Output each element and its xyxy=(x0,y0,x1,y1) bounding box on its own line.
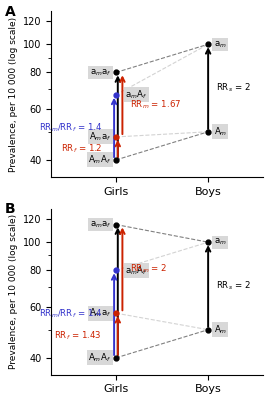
Text: B: B xyxy=(5,202,15,216)
Y-axis label: Prevalence, per 10 000 (log scale): Prevalence, per 10 000 (log scale) xyxy=(9,16,18,172)
Text: RR$_s$ = 2: RR$_s$ = 2 xyxy=(215,82,250,94)
Text: RR$_m$ = 1.67: RR$_m$ = 1.67 xyxy=(130,98,181,111)
Text: A: A xyxy=(5,4,16,18)
Text: a$_m$: a$_m$ xyxy=(214,39,226,50)
Text: A$_m$: A$_m$ xyxy=(214,324,227,336)
Text: A$_m$A$_f$: A$_m$A$_f$ xyxy=(88,352,111,364)
Text: A$_m$a$_f$: A$_m$a$_f$ xyxy=(89,307,111,320)
Text: a$_m$A$_f$: a$_m$A$_f$ xyxy=(125,88,147,101)
Text: RR$_m$/RR$_f$ = 1.4: RR$_m$/RR$_f$ = 1.4 xyxy=(39,121,102,134)
Text: RR$_m$ = 2: RR$_m$ = 2 xyxy=(130,263,167,275)
Text: A$_m$a$_f$: A$_m$a$_f$ xyxy=(89,131,111,143)
Text: A$_m$A$_f$: A$_m$A$_f$ xyxy=(88,154,111,166)
Text: RR$_f$ = 1.2: RR$_f$ = 1.2 xyxy=(61,142,102,155)
Text: RR$_m$/RR$_f$ = 1.4: RR$_m$/RR$_f$ = 1.4 xyxy=(39,308,102,320)
Text: RR$_s$ = 2: RR$_s$ = 2 xyxy=(215,280,250,292)
Text: a$_m$A$_f$: a$_m$A$_f$ xyxy=(125,264,147,277)
Text: RR$_f$ = 1.43: RR$_f$ = 1.43 xyxy=(55,329,102,342)
Text: a$_m$a$_f$: a$_m$a$_f$ xyxy=(90,219,111,230)
Y-axis label: Prevalence, per 10 000 (log scale): Prevalence, per 10 000 (log scale) xyxy=(9,214,18,370)
Text: a$_m$: a$_m$ xyxy=(214,237,226,248)
Text: a$_m$a$_f$: a$_m$a$_f$ xyxy=(90,67,111,78)
Text: A$_m$: A$_m$ xyxy=(214,126,227,138)
